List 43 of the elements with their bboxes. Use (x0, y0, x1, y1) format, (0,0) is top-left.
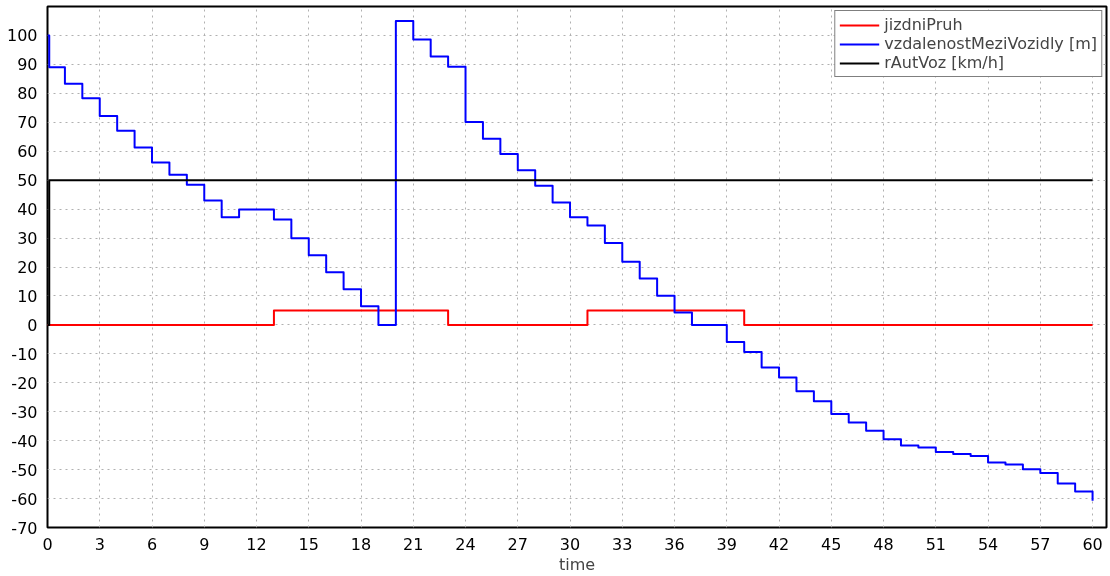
y-tick-label: 20 (17, 258, 38, 277)
x-tick-label: 60 (1082, 534, 1103, 554)
y-tick-label: 100 (6, 26, 38, 46)
legend-label: vzdalenostMeziVozidly [m] (884, 34, 1097, 53)
y-tick-label: -10 (11, 344, 38, 364)
y-tick-label: -40 (11, 431, 38, 451)
x-tick-label: 18 (350, 534, 372, 554)
y-tick-label: -60 (11, 489, 38, 509)
y-tick-label: 80 (17, 84, 38, 104)
x-tick-label: 9 (199, 534, 210, 554)
y-tick-label: 90 (17, 55, 38, 75)
x-tick-label: 3 (94, 534, 105, 554)
x-tick-label: 21 (403, 534, 424, 554)
y-tick-label: 40 (17, 200, 38, 220)
y-tick-label: 60 (17, 142, 38, 162)
x-tick-label: 15 (298, 534, 319, 554)
x-tick-label: 30 (559, 534, 581, 554)
x-tick-label: 33 (612, 534, 633, 554)
y-tick-label: -50 (11, 460, 38, 480)
y-tick-label: -20 (11, 373, 38, 393)
y-tick-label: 50 (17, 171, 38, 191)
x-tick-label: 51 (925, 534, 946, 554)
x-tick-label: 54 (977, 534, 999, 554)
y-tick-label: 0 (27, 315, 38, 335)
x-tick-label: 39 (716, 534, 737, 554)
x-tick-label: 57 (1030, 534, 1051, 554)
x-tick-label: 27 (507, 534, 528, 554)
x-tick-label: 24 (455, 534, 476, 554)
x-tick-label: 36 (664, 534, 685, 554)
x-tick-label: 6 (146, 534, 158, 554)
x-tick-label: 12 (246, 534, 267, 554)
x-tick-label: 0 (42, 534, 53, 554)
x-tick-label: 48 (873, 534, 894, 554)
legend-label: jizdniPruh (884, 15, 963, 34)
x-axis-title: time (558, 554, 596, 574)
y-tick-label: 70 (17, 113, 38, 133)
y-tick-label: -70 (11, 518, 38, 538)
y-tick-label: -30 (11, 402, 38, 422)
x-tick-label: 45 (821, 534, 842, 554)
y-tick-label: 10 (17, 286, 38, 306)
legend-label: rAutVoz [km/h] (884, 53, 1005, 72)
x-tick-label: 42 (768, 534, 790, 554)
y-tick-label: 30 (17, 229, 38, 249)
